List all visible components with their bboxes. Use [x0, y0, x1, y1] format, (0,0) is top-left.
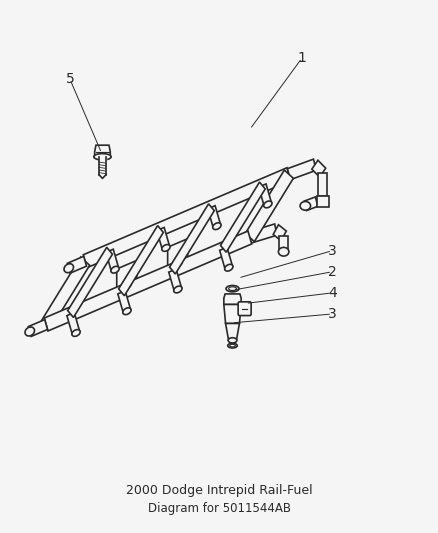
Polygon shape	[117, 261, 137, 295]
Polygon shape	[168, 269, 181, 291]
Polygon shape	[156, 228, 169, 249]
Ellipse shape	[212, 223, 220, 230]
Ellipse shape	[94, 154, 111, 160]
Ellipse shape	[173, 258, 182, 267]
Polygon shape	[117, 290, 131, 313]
Polygon shape	[28, 320, 47, 336]
Ellipse shape	[227, 343, 237, 348]
Polygon shape	[67, 312, 80, 335]
Ellipse shape	[72, 329, 80, 336]
Polygon shape	[219, 247, 232, 269]
Ellipse shape	[263, 201, 271, 208]
Text: 2: 2	[327, 265, 336, 279]
Polygon shape	[223, 304, 240, 324]
Ellipse shape	[123, 308, 131, 314]
Text: 2000 Dodge Intrepid Rail-Fuel: 2000 Dodge Intrepid Rail-Fuel	[126, 484, 312, 497]
Polygon shape	[258, 184, 271, 206]
Ellipse shape	[162, 245, 170, 252]
Polygon shape	[287, 159, 315, 180]
Text: 3: 3	[327, 244, 336, 257]
Polygon shape	[167, 239, 187, 273]
Ellipse shape	[229, 344, 235, 347]
Polygon shape	[272, 225, 286, 241]
Polygon shape	[118, 225, 163, 296]
Ellipse shape	[111, 266, 119, 273]
Polygon shape	[245, 170, 293, 241]
Polygon shape	[83, 168, 290, 268]
Ellipse shape	[224, 264, 233, 271]
Polygon shape	[67, 247, 112, 318]
Ellipse shape	[173, 286, 182, 293]
Polygon shape	[317, 173, 327, 196]
Polygon shape	[223, 294, 240, 304]
Polygon shape	[44, 231, 251, 331]
Polygon shape	[225, 324, 239, 341]
Polygon shape	[169, 204, 214, 274]
Text: Diagram for 5011544AB: Diagram for 5011544AB	[148, 502, 290, 514]
Polygon shape	[248, 224, 276, 243]
Text: 4: 4	[327, 286, 336, 300]
Polygon shape	[67, 256, 86, 273]
Text: 1: 1	[297, 51, 306, 65]
Ellipse shape	[228, 287, 236, 290]
Polygon shape	[106, 249, 118, 271]
Text: 3: 3	[327, 307, 336, 321]
Ellipse shape	[64, 264, 73, 273]
Polygon shape	[95, 145, 110, 157]
Ellipse shape	[122, 280, 131, 288]
Polygon shape	[304, 197, 317, 211]
Ellipse shape	[226, 286, 238, 292]
FancyBboxPatch shape	[316, 196, 328, 207]
Polygon shape	[278, 236, 288, 252]
Polygon shape	[220, 182, 265, 252]
Text: 5: 5	[65, 72, 74, 86]
Ellipse shape	[300, 201, 310, 210]
Ellipse shape	[228, 338, 236, 343]
FancyBboxPatch shape	[237, 302, 251, 316]
Polygon shape	[207, 206, 220, 228]
Polygon shape	[311, 160, 325, 177]
Polygon shape	[42, 257, 89, 329]
Ellipse shape	[25, 327, 35, 336]
Ellipse shape	[278, 247, 288, 256]
